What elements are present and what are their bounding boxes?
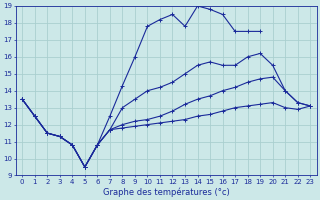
X-axis label: Graphe des températures (°c): Graphe des températures (°c) xyxy=(103,187,230,197)
